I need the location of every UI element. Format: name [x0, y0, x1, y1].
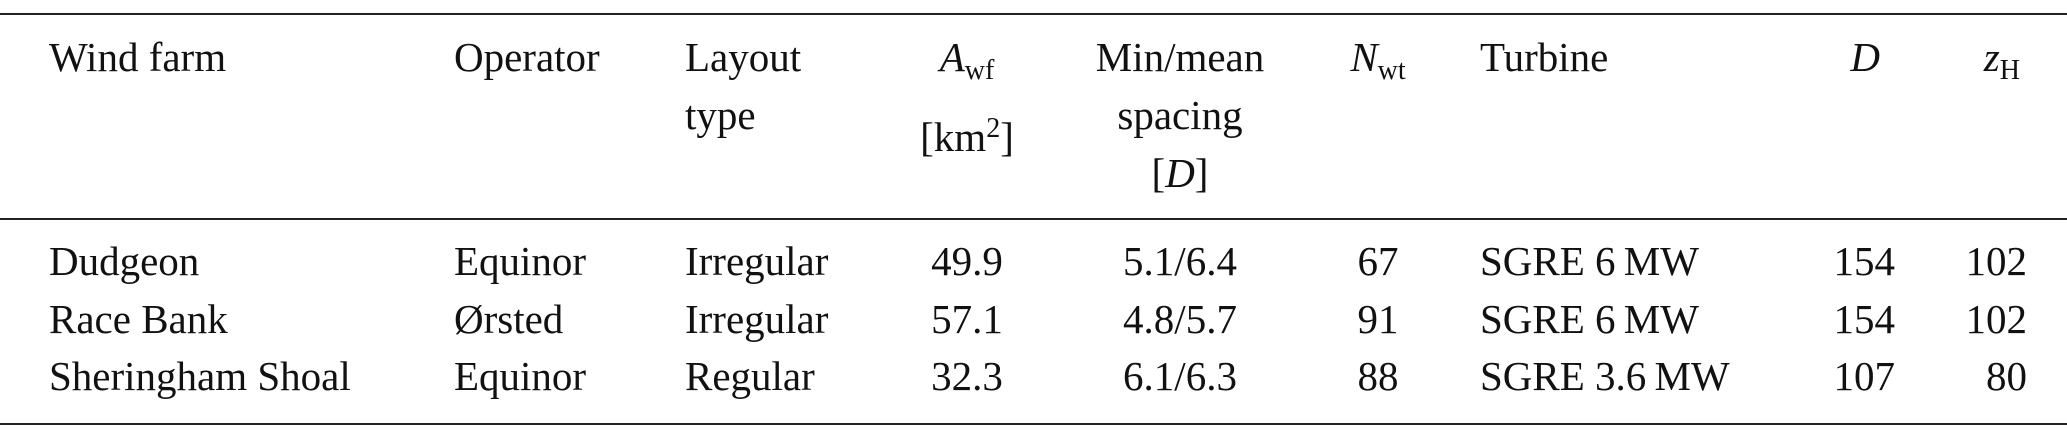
subscript: wf — [964, 55, 995, 86]
table-cell: Irregular — [685, 296, 829, 342]
table-cell: Dudgeon — [49, 238, 200, 284]
table-cell: 80 — [1986, 353, 2027, 399]
superscript: 2 — [986, 113, 1001, 144]
table-cell: Equinor — [454, 238, 587, 284]
header-rule — [0, 218, 2067, 220]
table-cell: Regular — [685, 353, 815, 399]
table-cell: 5.1/6.4 — [1123, 238, 1237, 284]
header-line: Min/mean — [1095, 34, 1265, 80]
header-cell: Layout type — [685, 28, 801, 144]
table-cell: 4.8/5.7 — [1123, 296, 1237, 342]
table-cell: Race Bank — [49, 296, 228, 342]
subscript: H — [1999, 55, 2020, 86]
header-line: Awf — [920, 28, 1014, 100]
table-cell: SGRE 3.6 MW — [1480, 353, 1730, 399]
table-cell: Equinor — [454, 353, 587, 399]
unit: [km — [920, 114, 987, 160]
top-rule — [0, 13, 2067, 15]
table-cell: SGRE 6 MW — [1480, 238, 1699, 284]
bottom-rule — [0, 423, 2067, 425]
header-cell: Wind farm — [49, 34, 227, 80]
table-cell: 107 — [1833, 353, 1896, 399]
table-cell: 102 — [1965, 296, 2028, 342]
header-line: [D] — [1096, 144, 1265, 202]
table-cell: 102 — [1965, 238, 2028, 284]
header-cell: Turbine — [1480, 34, 1609, 80]
table-cell: 154 — [1833, 296, 1896, 342]
table-cell: 88 — [1357, 353, 1399, 399]
table-cell: Sheringham Shoal — [49, 353, 351, 399]
table-cell: 91 — [1357, 296, 1399, 342]
symbol: N — [1350, 34, 1378, 80]
table-cell: 49.9 — [931, 238, 1003, 284]
header-cell: Min/mean spacing [D] — [1096, 28, 1265, 202]
header-cell: Nwt — [1350, 28, 1405, 100]
symbol: D — [1165, 150, 1195, 196]
unit: [ — [1151, 150, 1166, 196]
header-line: [km2] — [920, 100, 1014, 166]
unit: ] — [1000, 114, 1014, 160]
table-cell: 6.1/6.3 — [1123, 353, 1237, 399]
subscript: wt — [1377, 55, 1406, 86]
header-cell: Operator — [454, 34, 600, 80]
header-cell: zH — [1984, 28, 2020, 100]
table-cell: 32.3 — [931, 353, 1003, 399]
header-line: Layout — [685, 34, 802, 80]
table-cell: 67 — [1357, 238, 1399, 284]
symbol: D — [1850, 34, 1880, 80]
table-cell: Ørsted — [454, 296, 564, 342]
table-cell: 57.1 — [931, 296, 1003, 342]
header-cell: D — [1850, 28, 1880, 86]
header-cell: Awf [km2] — [920, 28, 1014, 166]
symbol: A — [939, 34, 965, 80]
unit: ] — [1194, 150, 1209, 196]
table-cell: SGRE 6 MW — [1480, 296, 1699, 342]
table-cell: Irregular — [685, 238, 829, 284]
table-cell: 154 — [1833, 238, 1896, 284]
symbol: z — [1983, 34, 2000, 80]
header-line: spacing — [1117, 92, 1243, 138]
header-line: type — [685, 92, 756, 138]
